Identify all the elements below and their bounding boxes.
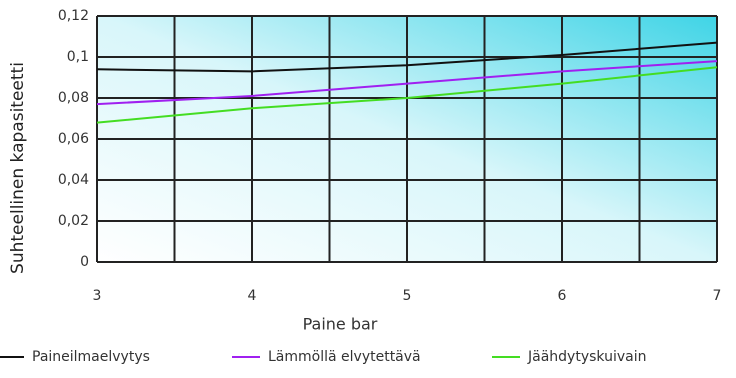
y-tick-label: 0,12 [58, 8, 89, 24]
y-tick-label: 0,06 [58, 131, 89, 147]
legend-label: Paineilmaelvytys [32, 349, 150, 365]
y-tick-label: 0 [80, 254, 89, 270]
y-axis-label: Suhteellinen kapasiteetti [8, 62, 28, 274]
chart: Paine bar Suhteellinen kapasiteetti 0 0,0… [0, 0, 736, 378]
y-tick-label: 0,04 [58, 172, 89, 188]
x-tick-label: 7 [713, 288, 722, 304]
y-tick-label: 0,02 [58, 213, 89, 229]
y-tick-label: 0,08 [58, 90, 89, 106]
x-tick-label: 5 [403, 288, 412, 304]
legend-label: Lämmöllä elvytettävä [268, 349, 421, 365]
legend-label: Jäähdytyskuivain [527, 349, 646, 365]
x-tick-label: 4 [248, 288, 257, 304]
y-tick-label: 0,1 [67, 49, 89, 65]
x-tick-label: 6 [558, 288, 567, 304]
x-tick-label: 3 [93, 288, 102, 304]
x-axis-label: Paine bar [303, 315, 378, 334]
